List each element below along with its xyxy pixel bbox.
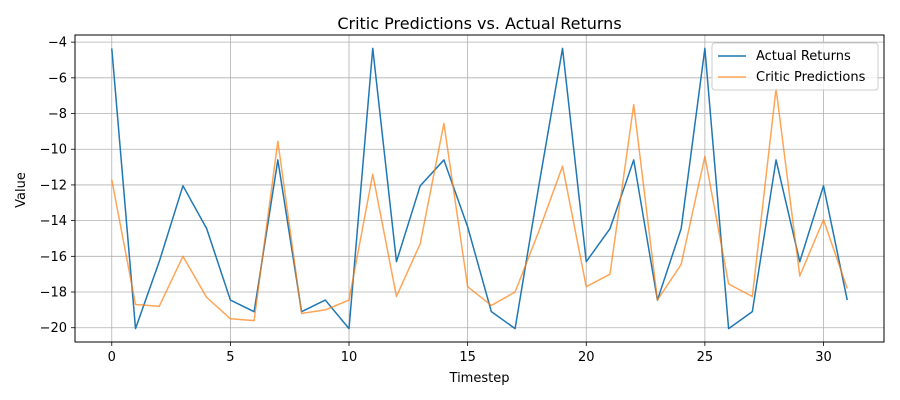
series-layer [111, 47, 848, 330]
x-tick-label: 10 [341, 350, 358, 365]
x-tick-label: 5 [226, 350, 234, 365]
grid [75, 35, 884, 342]
legend-box [711, 42, 879, 91]
y-tick-label: −6 [48, 71, 67, 86]
x-tick-label: 15 [459, 350, 476, 365]
x-axis-title: Timestep [449, 371, 510, 386]
legend-label-critic: Critic Predictions [756, 70, 866, 85]
plot-frame [74, 34, 885, 343]
x-tick-label: 30 [815, 350, 832, 365]
x-tick-label: 25 [697, 350, 714, 365]
series-line-actual-returns [111, 47, 848, 330]
y-tick-label: −14 [40, 214, 67, 229]
y-tick-label: −8 [48, 107, 67, 122]
y-tick-label: −12 [40, 178, 67, 193]
y-axis-title: Value [14, 172, 29, 208]
chart-title: Critic Predictions vs. Actual Returns [337, 14, 621, 33]
y-tick-label: −4 [48, 36, 67, 51]
y-tick-label: −18 [40, 286, 67, 301]
legend-label-actual: Actual Returns [756, 49, 851, 64]
y-tick-label: −20 [40, 321, 67, 336]
series-line-critic-predictions [111, 87, 848, 322]
y-tick-label: −16 [40, 250, 67, 265]
x-tick-label: 0 [108, 350, 116, 365]
x-axis: 0 5 10 15 20 25 30 [108, 342, 832, 365]
y-tick-label: −10 [40, 143, 67, 158]
legend: Actual Returns Critic Predictions [711, 42, 879, 91]
y-axis: −20 −18 −16 −14 −12 −10 −8 −6 −4 [40, 36, 75, 336]
x-tick-label: 20 [578, 350, 595, 365]
